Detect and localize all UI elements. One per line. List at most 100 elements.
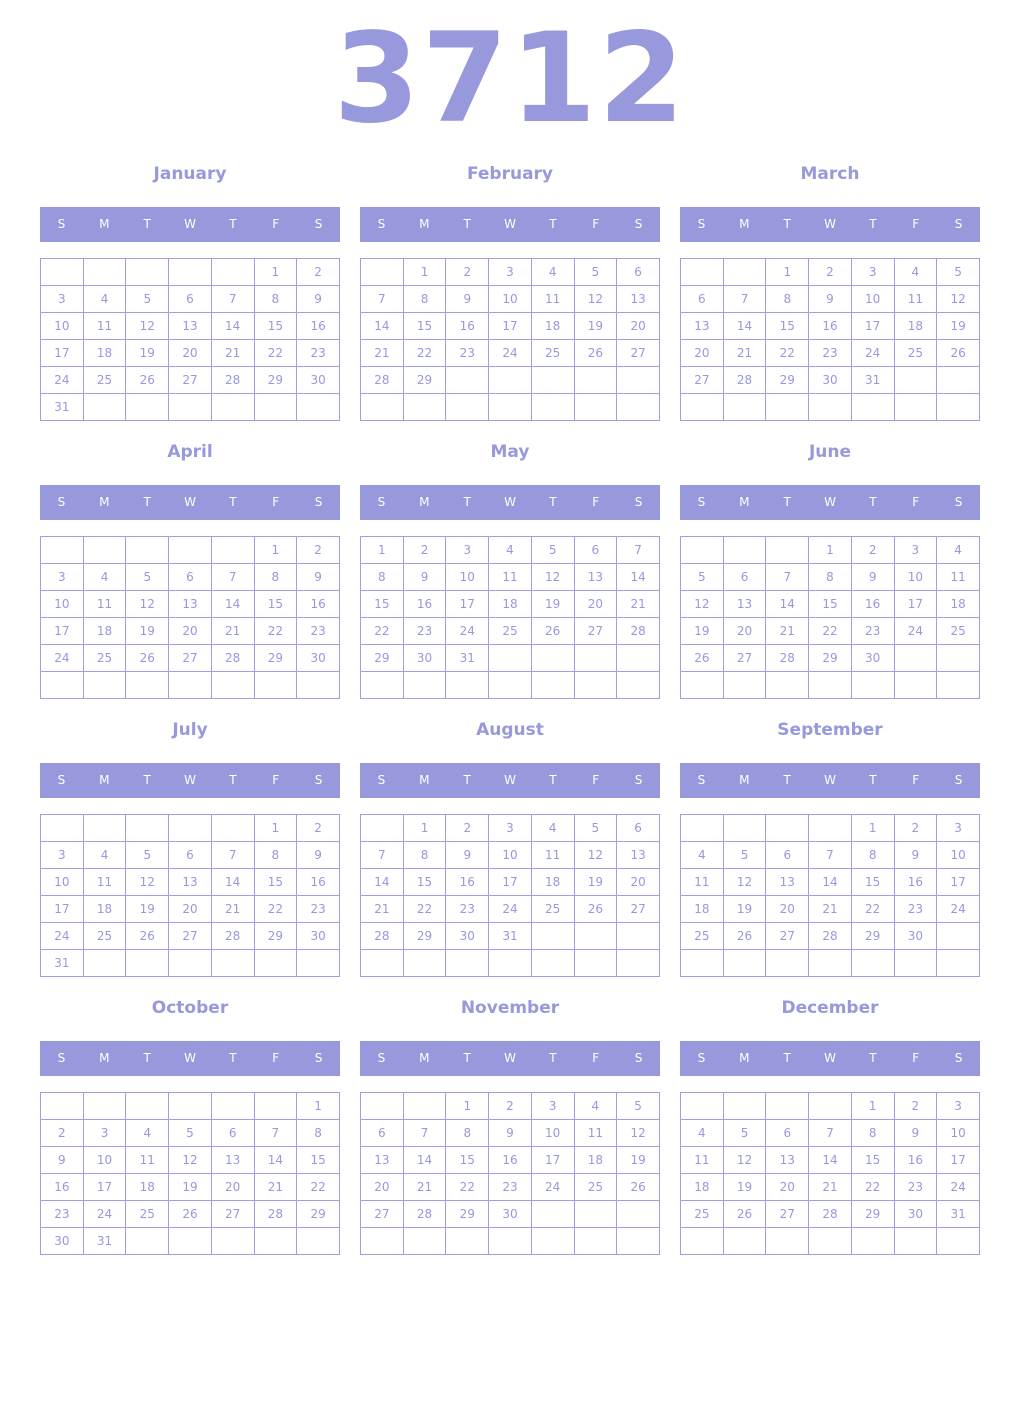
day-cell [253, 1092, 298, 1120]
weekday-label: M [419, 495, 430, 509]
day-cell: 24 [936, 1173, 980, 1201]
day-cell: 7 [210, 563, 255, 591]
day-cell: 19 [722, 1173, 767, 1201]
day-cell: 20 [722, 617, 767, 645]
day-cell: 22 [402, 895, 447, 923]
day-cell: 29 [402, 366, 447, 394]
day-cell: 30 [402, 644, 447, 672]
weekday-label: S [954, 495, 963, 509]
day-cell: 16 [296, 868, 340, 896]
week-row [40, 671, 340, 699]
week-row: 4 5 6 7 8 9 10 [680, 841, 980, 869]
week-row: 26 27 28 29 30 [680, 644, 980, 672]
day-cell: 27 [680, 366, 724, 394]
day-cell [893, 671, 938, 699]
week-row: 29 30 31 [360, 644, 660, 672]
day-cell [82, 258, 127, 286]
day-cell: 18 [530, 312, 575, 340]
day-cell [722, 1092, 767, 1120]
day-cell: 23 [445, 895, 490, 923]
week-row: 28 29 [360, 366, 660, 394]
day-cell: 27 [765, 1200, 810, 1228]
day-cell [573, 671, 618, 699]
weekday-label: T [549, 495, 557, 509]
day-cell: 4 [893, 258, 938, 286]
weekday-label: T [143, 773, 151, 787]
day-cell [616, 1227, 660, 1255]
day-cell: 16 [296, 590, 340, 618]
day-cell: 14 [616, 563, 660, 591]
day-cell: 28 [765, 644, 810, 672]
day-cell [850, 393, 895, 421]
weekday-label: F [592, 773, 600, 787]
day-cell: 17 [893, 590, 938, 618]
day-cell: 13 [360, 1146, 404, 1174]
day-cell [680, 814, 724, 842]
day-cell: 11 [893, 285, 938, 313]
day-cell [765, 1092, 810, 1120]
day-cell: 8 [808, 563, 852, 591]
week-row: 10 11 12 13 14 15 16 [40, 868, 340, 896]
day-cell [402, 393, 447, 421]
day-cell: 21 [210, 895, 255, 923]
weekday-label: W [824, 217, 836, 231]
month-title: July [172, 720, 208, 740]
day-cell: 18 [82, 339, 127, 367]
week-row: 20 21 22 23 24 25 26 [360, 1173, 660, 1201]
day-cell: 28 [616, 617, 660, 645]
day-cell: 16 [893, 1146, 938, 1174]
week-row [680, 949, 980, 977]
week-row: 16 17 18 19 20 21 22 [40, 1173, 340, 1201]
weekday-label: W [184, 1051, 196, 1065]
day-cell: 14 [210, 868, 255, 896]
week-row [360, 671, 660, 699]
day-cell [616, 671, 660, 699]
day-cell [808, 393, 852, 421]
weekday-label: T [783, 217, 791, 231]
day-cell: 16 [445, 868, 490, 896]
day-cell: 25 [680, 1200, 724, 1228]
day-cell [680, 258, 724, 286]
day-cell [680, 949, 724, 977]
day-cell [488, 644, 532, 672]
day-cell [722, 393, 767, 421]
day-cell [125, 1227, 170, 1255]
month-october: October S M T W T F S 1 2 3 4 5 6 7 8 9 10 11 12 13 14 15 16 17 1… [40, 994, 340, 1264]
day-cell: 14 [808, 868, 852, 896]
week-row: 22 23 24 25 26 27 28 [360, 617, 660, 645]
day-cell: 24 [893, 617, 938, 645]
week-row: 18 19 20 21 22 23 24 [680, 1173, 980, 1201]
weekday-label: F [272, 217, 280, 231]
weekday-label: M [99, 495, 110, 509]
month-title: February [466, 164, 554, 184]
day-cell: 16 [402, 590, 447, 618]
day-cell: 22 [850, 1173, 895, 1201]
day-cell: 20 [168, 617, 212, 645]
day-cell: 12 [616, 1119, 660, 1147]
day-cell: 3 [893, 536, 938, 564]
day-cell: 18 [125, 1173, 170, 1201]
day-cell [296, 949, 340, 977]
weekday-label: W [824, 1051, 836, 1065]
month-title: June [808, 442, 852, 462]
day-cell: 21 [253, 1173, 298, 1201]
day-cell [253, 393, 298, 421]
day-cell [125, 814, 170, 842]
weekday-label: T [549, 773, 557, 787]
day-cell: 23 [893, 1173, 938, 1201]
day-cell: 3 [82, 1119, 127, 1147]
day-cell [808, 1092, 852, 1120]
day-cell: 22 [296, 1173, 340, 1201]
week-row: 8 9 10 11 12 13 14 [360, 563, 660, 591]
weekday-label: S [954, 217, 963, 231]
weekday-label: M [739, 1051, 750, 1065]
day-cell: 26 [573, 339, 618, 367]
day-cell: 4 [530, 814, 575, 842]
day-cell [488, 671, 532, 699]
day-cell: 25 [680, 922, 724, 950]
day-cell [168, 1092, 212, 1120]
